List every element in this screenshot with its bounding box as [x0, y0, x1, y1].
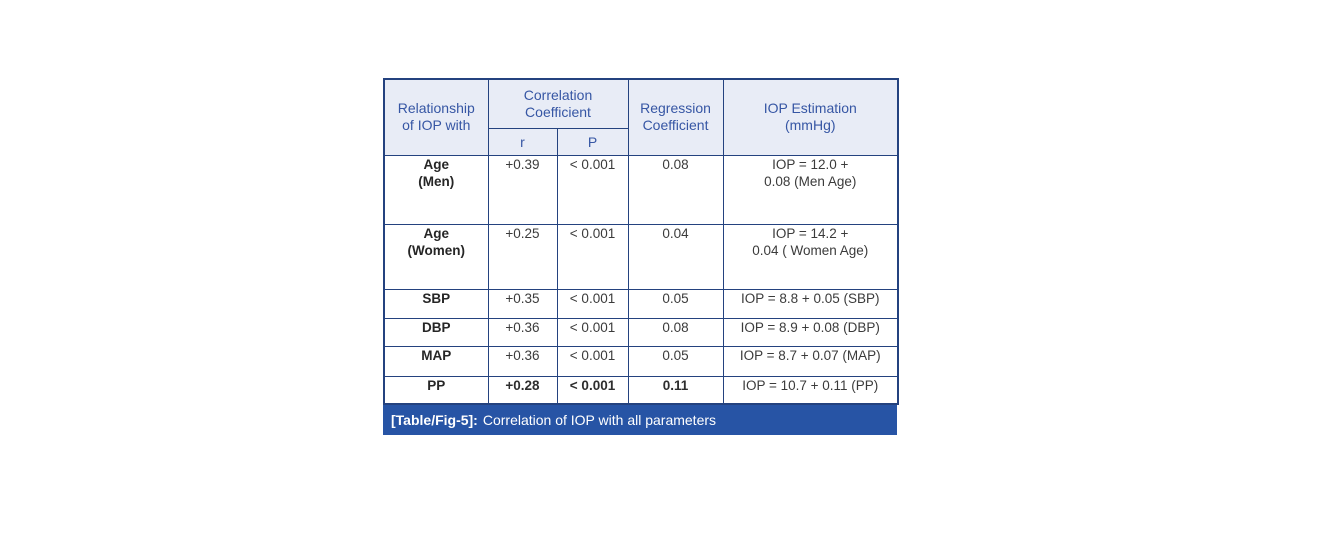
cell-p: < 0.001 [556, 375, 629, 405]
cell-regression: 0.08 [627, 154, 724, 225]
cell-p: < 0.001 [556, 317, 629, 347]
table-row-age-women: Age (Women) +0.25 < 0.001 0.04 IOP = 14.… [383, 223, 899, 290]
header-correlation-line1: Correlation [523, 86, 593, 103]
header-relationship-line2: of IOP with [402, 117, 471, 134]
header-regression: Regression Coefficient [627, 78, 724, 156]
table-row-sbp: SBP +0.35 < 0.001 0.05 IOP = 8.8 + 0.05 … [383, 288, 899, 319]
iop-correlation-table: Relationship of IOP with Correlation Coe… [383, 78, 900, 405]
header-relationship-line1: Relationship [397, 100, 475, 117]
header-estimation-line1: IOP Estimation [763, 100, 857, 117]
cell-estimation: IOP = 8.8 + 0.05 (SBP) [722, 288, 899, 319]
cell-estimation: IOP = 12.0 + 0.08 (Men Age) [722, 154, 899, 225]
cell-regression: 0.05 [627, 345, 724, 377]
header-relationship: Relationship of IOP with [383, 78, 489, 156]
table-fig-5: Relationship of IOP with Correlation Coe… [383, 78, 900, 435]
row-label: Age (Men) [383, 154, 489, 225]
cell-r: +0.35 [487, 288, 558, 319]
table-row-dbp: DBP +0.36 < 0.001 0.08 IOP = 8.9 + 0.08 … [383, 317, 899, 347]
cell-p: < 0.001 [556, 154, 629, 225]
caption-tag: [Table/Fig-5]: [391, 412, 478, 428]
cell-regression: 0.11 [627, 375, 724, 405]
cell-r: +0.39 [487, 154, 558, 225]
cell-r: +0.36 [487, 345, 558, 377]
header-correlation: Correlation Coefficient [487, 78, 629, 129]
cell-estimation: IOP = 14.2 + 0.04 ( Women Age) [722, 223, 899, 290]
cell-regression: 0.08 [627, 317, 724, 347]
table-row-age-men: Age (Men) +0.39 < 0.001 0.08 IOP = 12.0 … [383, 154, 899, 225]
cell-r: +0.25 [487, 223, 558, 290]
cell-p: < 0.001 [556, 223, 629, 290]
cell-regression: 0.05 [627, 288, 724, 319]
cell-estimation: IOP = 8.9 + 0.08 (DBP) [722, 317, 899, 347]
cell-r: +0.36 [487, 317, 558, 347]
row-label: Age (Women) [383, 223, 489, 290]
table-caption: [Table/Fig-5]: Correlation of IOP with a… [383, 405, 897, 435]
row-label: SBP [383, 288, 489, 319]
table-row-pp: PP +0.28 < 0.001 0.11 IOP = 10.7 + 0.11 … [383, 375, 899, 405]
header-regression-line2: Coefficient [642, 117, 709, 134]
row-label: MAP [383, 345, 489, 377]
header-regression-line1: Regression [640, 100, 711, 117]
cell-p: < 0.001 [556, 345, 629, 377]
caption-text: Correlation of IOP with all parameters [482, 412, 717, 428]
subheader-r: r [487, 127, 558, 156]
header-correlation-line2: Coefficient [525, 103, 591, 120]
cell-estimation: IOP = 10.7 + 0.11 (PP) [722, 375, 899, 405]
header-estimation-line2: (mmHg) [784, 117, 836, 134]
table-row-map: MAP +0.36 < 0.001 0.05 IOP = 8.7 + 0.07 … [383, 345, 899, 377]
cell-r: +0.28 [487, 375, 558, 405]
cell-regression: 0.04 [627, 223, 724, 290]
subheader-p: P [556, 127, 629, 156]
cell-p: < 0.001 [556, 288, 629, 319]
header-estimation: IOP Estimation (mmHg) [722, 78, 899, 156]
cell-estimation: IOP = 8.7 + 0.07 (MAP) [722, 345, 899, 377]
row-label: DBP [383, 317, 489, 347]
row-label: PP [383, 375, 489, 405]
